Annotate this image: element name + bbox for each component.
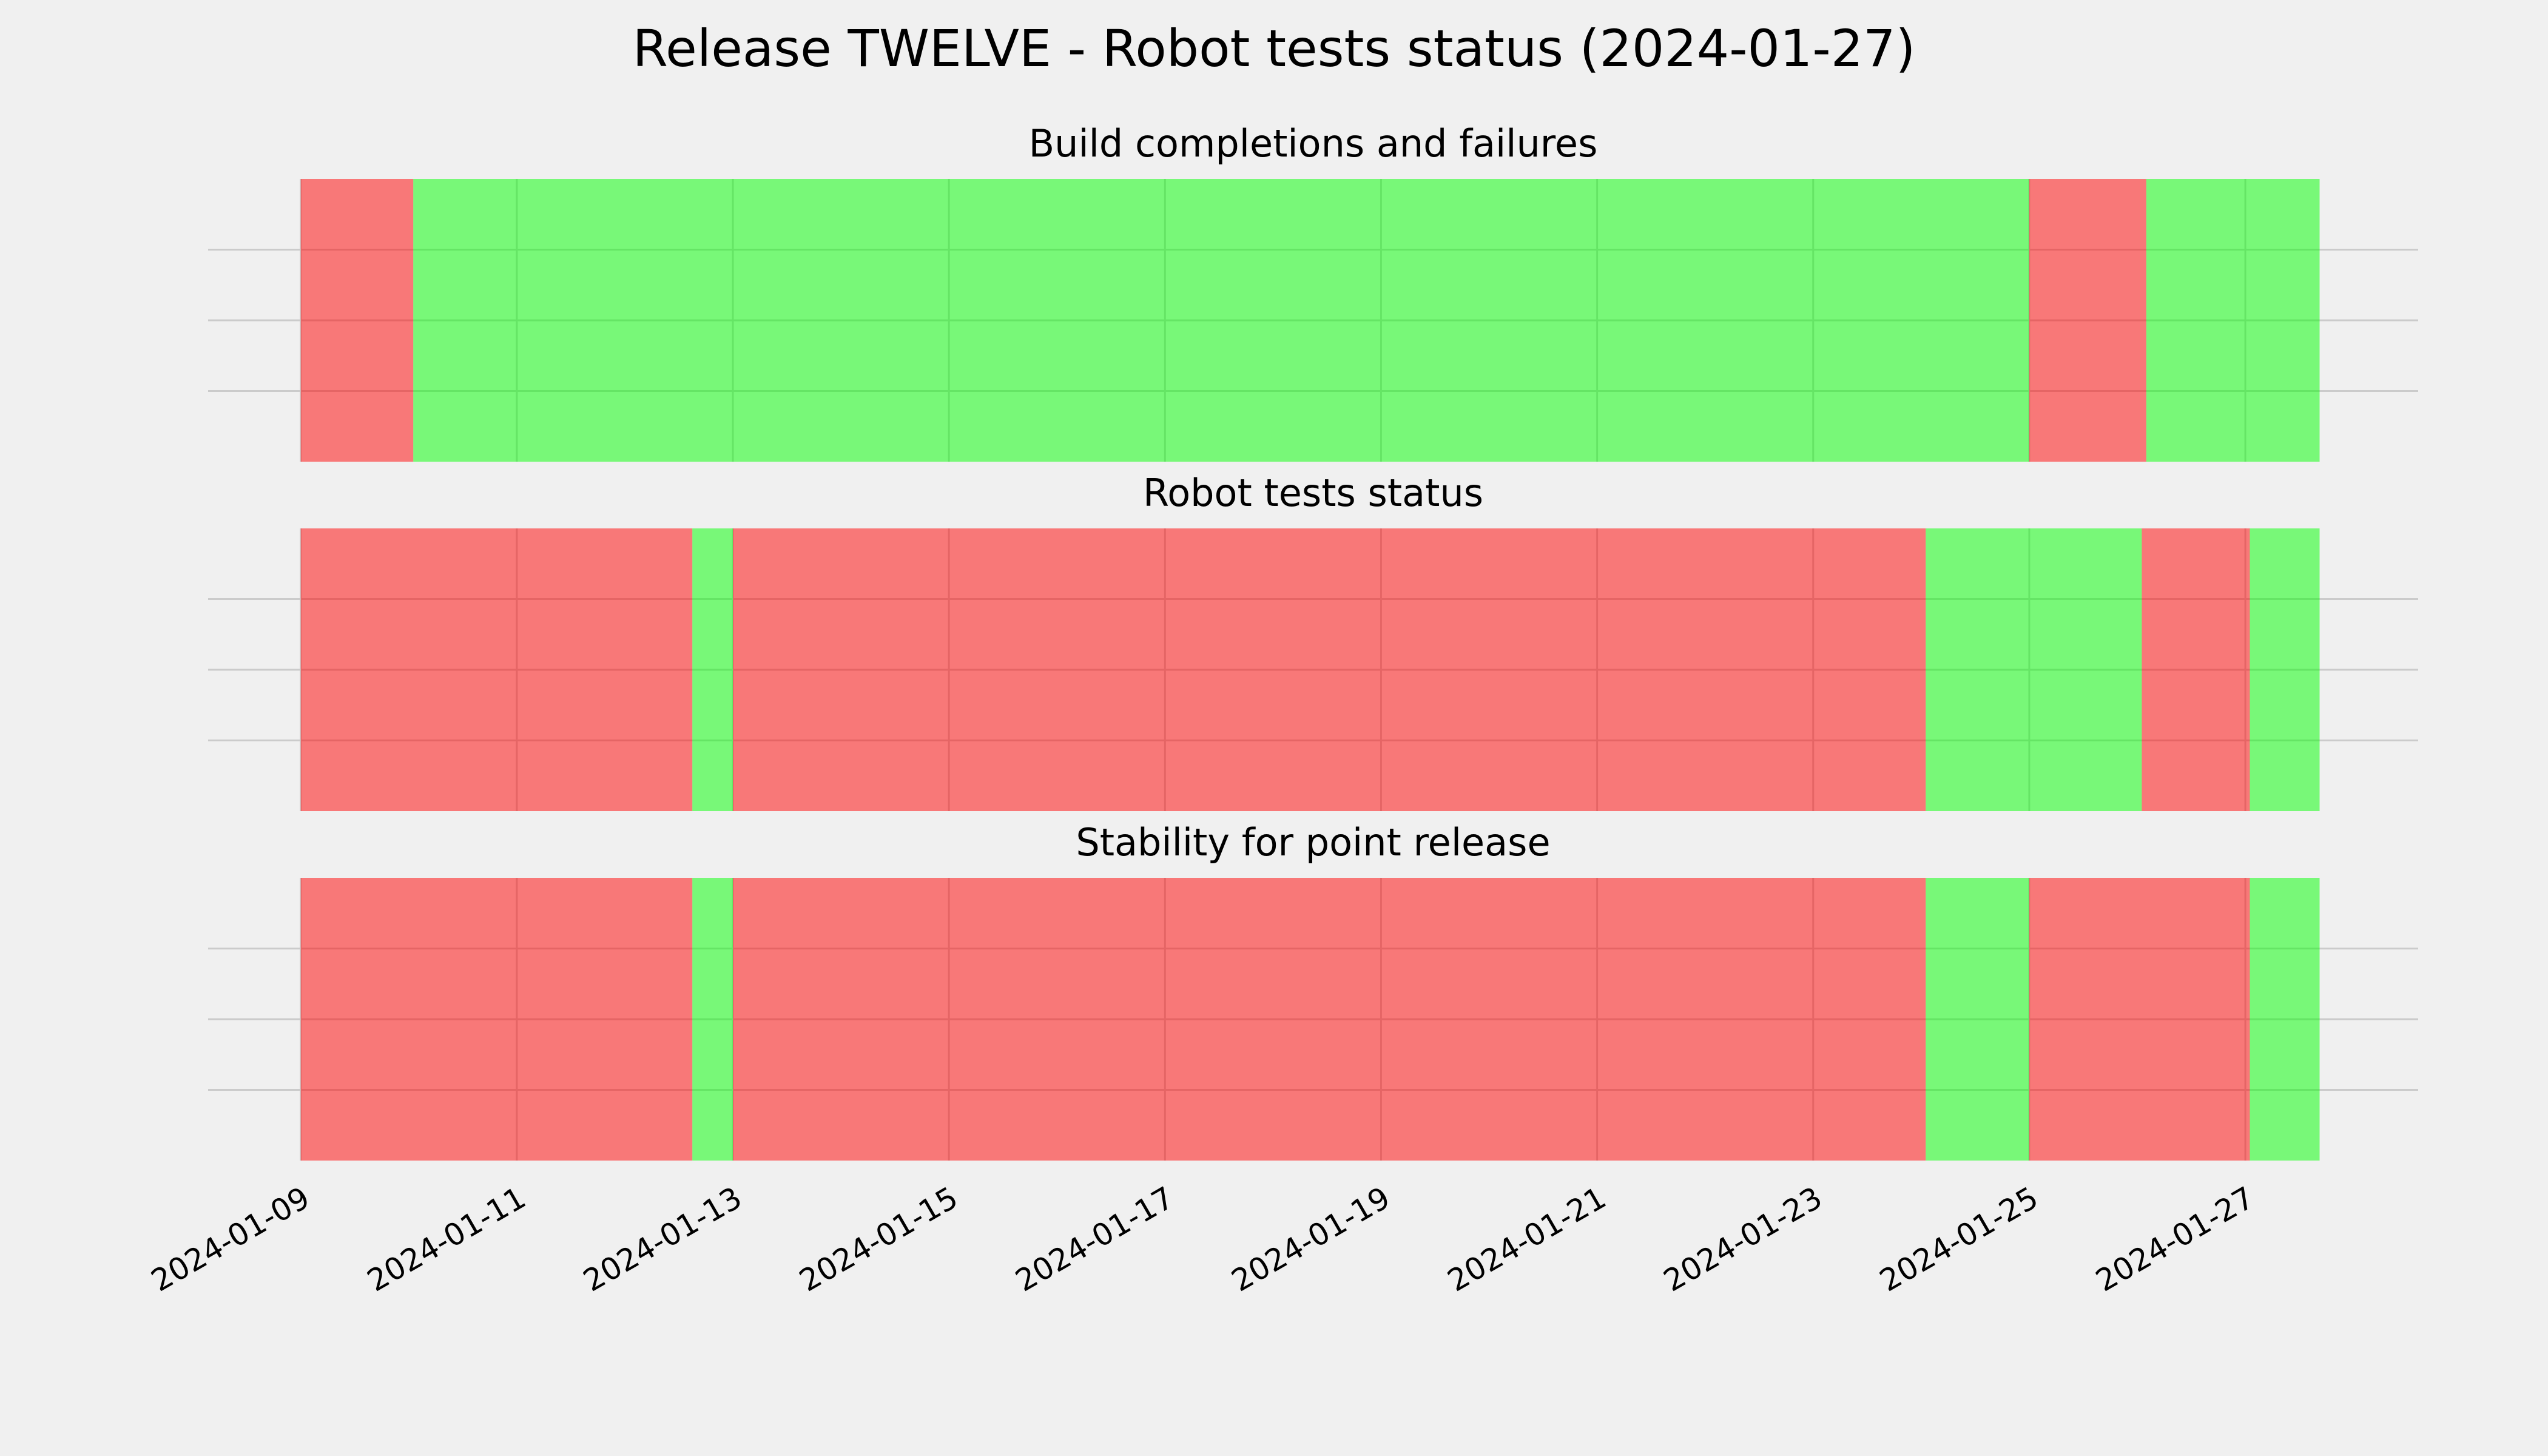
status-span bbox=[413, 179, 2029, 462]
status-span bbox=[2146, 179, 2320, 462]
status-span bbox=[1926, 878, 2029, 1161]
chart-title: Release TWELVE - Robot tests status (202… bbox=[633, 19, 1916, 78]
subplot-title: Stability for point release bbox=[1076, 820, 1550, 864]
subplot-title: Robot tests status bbox=[1143, 471, 1483, 515]
status-span bbox=[692, 528, 733, 811]
status-span bbox=[300, 528, 693, 811]
status-span bbox=[2250, 878, 2320, 1161]
status-span bbox=[733, 528, 1926, 811]
status-span bbox=[2250, 528, 2320, 811]
status-span bbox=[2029, 179, 2146, 462]
status-span bbox=[2029, 878, 2250, 1161]
status-span bbox=[300, 179, 414, 462]
status-span bbox=[733, 878, 1926, 1161]
status-span bbox=[300, 878, 693, 1161]
status-span bbox=[1926, 528, 2142, 811]
subplot-title: Build completions and failures bbox=[1029, 121, 1598, 166]
status-span bbox=[2142, 528, 2250, 811]
status-span bbox=[692, 878, 733, 1161]
